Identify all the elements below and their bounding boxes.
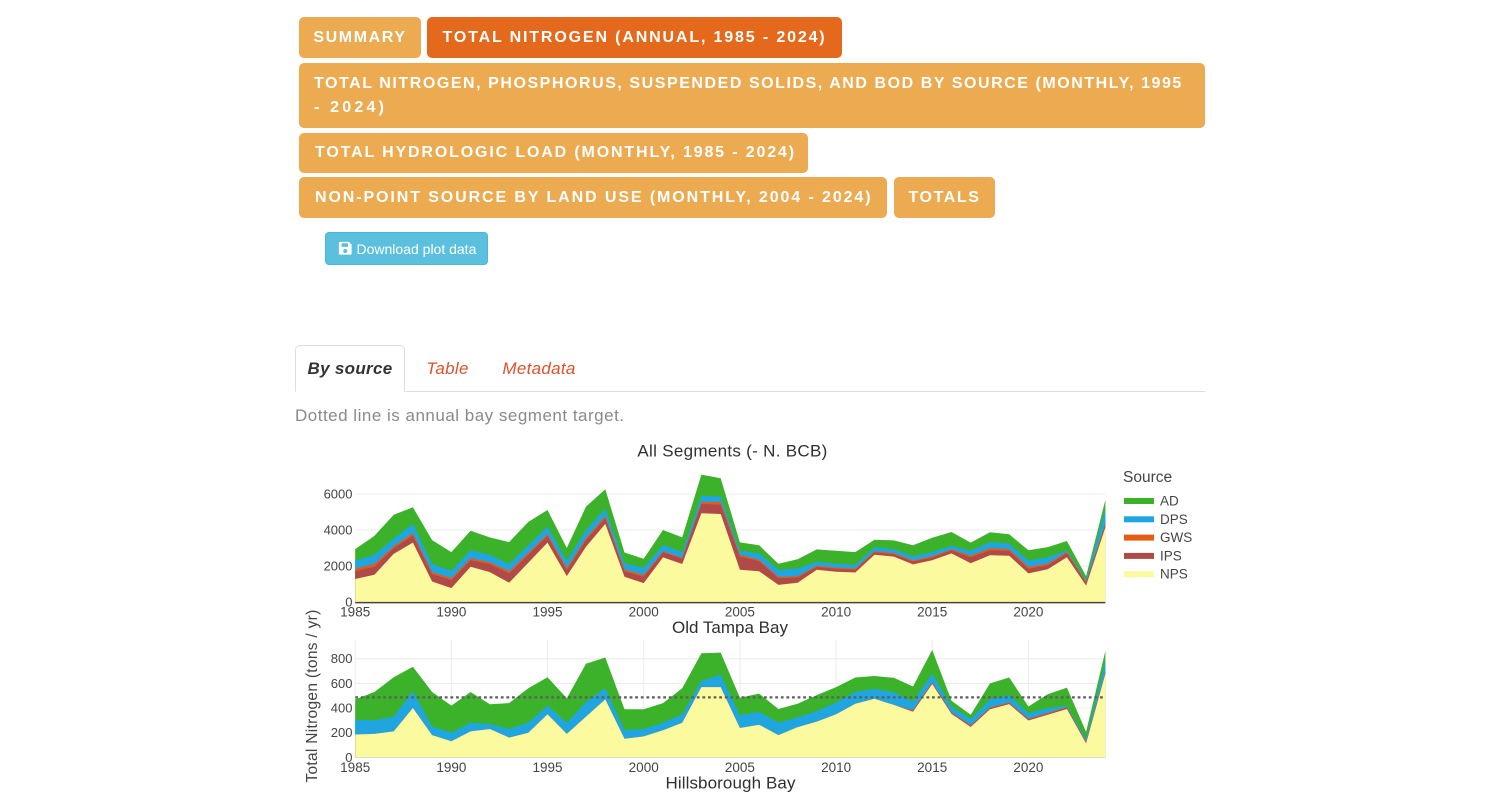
svg-text:2010: 2010 [821, 605, 851, 620]
svg-text:200: 200 [331, 725, 353, 740]
svg-text:0: 0 [345, 750, 352, 765]
svg-text:2000: 2000 [629, 760, 659, 775]
svg-text:2015: 2015 [917, 760, 947, 775]
svg-text:IPS: IPS [1160, 548, 1182, 563]
svg-text:GWS: GWS [1160, 530, 1192, 545]
svg-text:1995: 1995 [532, 605, 562, 620]
svg-text:Source: Source [1123, 469, 1172, 486]
svg-text:2015: 2015 [917, 605, 947, 620]
svg-text:800: 800 [331, 651, 353, 666]
svg-text:6000: 6000 [324, 487, 353, 502]
svg-text:Hillsborough Bay: Hillsborough Bay [665, 774, 796, 792]
svg-text:Total Nitrogen (tons / yr): Total Nitrogen (tons / yr) [304, 609, 321, 782]
svg-text:2020: 2020 [1013, 760, 1043, 775]
svg-text:4000: 4000 [324, 523, 353, 538]
svg-text:All Segments (- N. BCB): All Segments (- N. BCB) [637, 442, 827, 461]
svg-text:2010: 2010 [821, 760, 851, 775]
svg-text:2000: 2000 [324, 559, 353, 574]
svg-text:1990: 1990 [436, 605, 466, 620]
svg-text:2005: 2005 [725, 605, 755, 620]
svg-text:2005: 2005 [725, 760, 755, 775]
svg-text:Old Tampa Bay: Old Tampa Bay [672, 618, 788, 637]
svg-text:400: 400 [331, 701, 353, 716]
svg-text:1995: 1995 [532, 760, 562, 775]
svg-text:0: 0 [345, 595, 352, 610]
svg-text:DPS: DPS [1160, 512, 1188, 527]
svg-text:600: 600 [331, 676, 353, 691]
svg-text:2020: 2020 [1013, 605, 1043, 620]
svg-text:1985: 1985 [340, 605, 370, 620]
svg-text:1990: 1990 [436, 760, 466, 775]
svg-text:AD: AD [1160, 494, 1179, 509]
svg-text:1985: 1985 [340, 760, 370, 775]
svg-text:2000: 2000 [629, 605, 659, 620]
svg-text:NPS: NPS [1160, 567, 1188, 582]
